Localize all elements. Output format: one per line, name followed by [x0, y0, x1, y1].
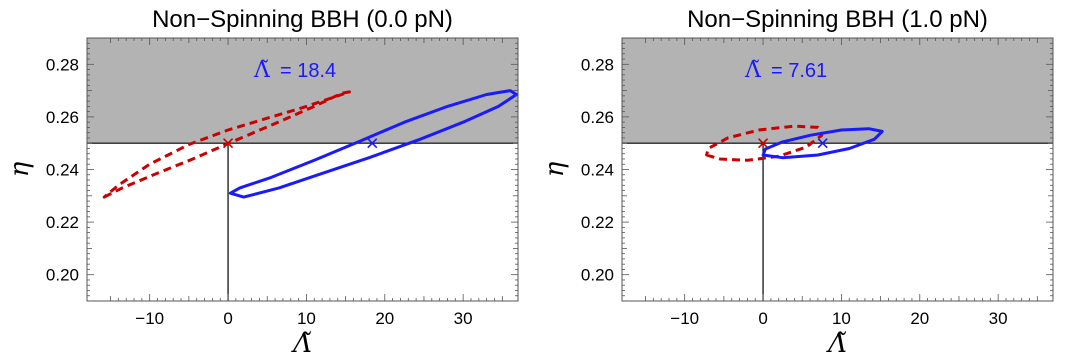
x-tick-label: 30 [989, 309, 1008, 328]
x-tick-label: 0 [223, 309, 232, 328]
x-axis-label: Λ̃ [826, 329, 847, 359]
marker-stroke [817, 138, 828, 149]
injection-marker-series-1 [367, 138, 378, 149]
confidence-ellipse-series-1 [228, 89, 518, 199]
unphysical-region [622, 38, 1053, 144]
y-axis-label: η [5, 161, 35, 177]
marker-stroke [222, 138, 234, 149]
y-tick-label: 0.20 [581, 266, 614, 285]
y-tick-label: 0.20 [46, 266, 79, 285]
confidence-ellipse-series-1 [761, 127, 884, 160]
injection-marker-series-0 [757, 138, 769, 149]
chart-title: Non−Spinning BBH (0.0 pN) [152, 6, 453, 33]
x-tick-label: 30 [454, 309, 473, 328]
x-tick-label: −10 [135, 309, 164, 328]
marker-stroke [757, 138, 769, 149]
chart-title: Non−Spinning BBH (1.0 pN) [687, 6, 988, 33]
y-tick-label: 0.24 [581, 161, 614, 180]
y-tick-label: 0.22 [46, 213, 79, 232]
unphysical-region [87, 38, 518, 144]
x-tick-label: 10 [297, 309, 316, 328]
y-tick-label: 0.28 [581, 55, 614, 74]
annotation-symbol: Λ̃ [744, 58, 762, 83]
x-tick-label: 10 [832, 309, 851, 328]
x-tick-label: 20 [375, 309, 394, 328]
x-tick-label: 20 [910, 309, 929, 328]
annotation-value: = 18.4 [280, 60, 336, 82]
injection-marker-series-0 [222, 138, 234, 149]
y-axis-label: η [540, 161, 570, 177]
x-tick-label: 0 [758, 309, 767, 328]
marker-stroke [367, 138, 378, 149]
confidence-ellipse-series-0 [705, 124, 824, 162]
confidence-ellipse-series-0 [102, 90, 351, 199]
chart-svg-left: −10 0 10 20 30 0.20 0.22 0.24 0.26 0.28 Non−Spinni… [5, 6, 519, 359]
x-tick-label: −10 [670, 309, 699, 328]
x-axis-label: Λ̃ [291, 329, 312, 359]
y-tick-label: 0.22 [581, 213, 614, 232]
injection-marker-series-1 [817, 138, 828, 149]
y-tick-label: 0.28 [46, 55, 79, 74]
chart-panel-right: −10 0 10 20 30 0.20 0.22 0.24 0.26 0.28 Non−Spinni… [535, 0, 1070, 362]
chart-svg-right: −10 0 10 20 30 0.20 0.22 0.24 0.26 0.28 Non−Spinni… [540, 6, 1054, 359]
annotation-symbol: Λ̃ [253, 58, 271, 83]
y-tick-label: 0.24 [46, 161, 79, 180]
annotation-value: = 7.61 [771, 60, 827, 82]
y-tick-label: 0.26 [581, 108, 614, 127]
chart-panel-left: −10 0 10 20 30 0.20 0.22 0.24 0.26 0.28 Non−Spinni… [5, 6, 519, 359]
y-tick-label: 0.26 [46, 108, 79, 127]
